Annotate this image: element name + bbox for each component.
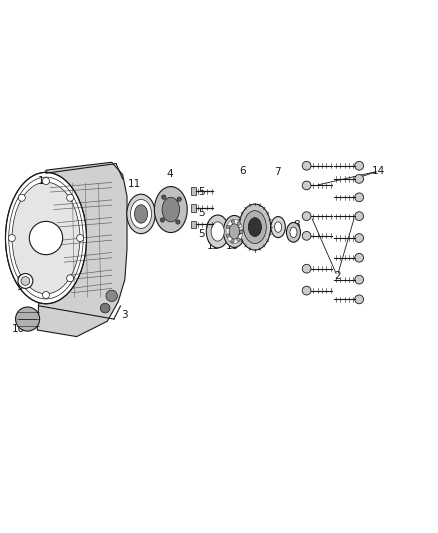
Circle shape bbox=[42, 177, 49, 184]
Text: 6: 6 bbox=[239, 166, 246, 176]
Text: 2: 2 bbox=[334, 271, 341, 281]
Circle shape bbox=[177, 197, 181, 201]
Circle shape bbox=[21, 277, 30, 285]
Text: 5: 5 bbox=[198, 208, 205, 218]
Text: 1: 1 bbox=[37, 176, 44, 186]
Circle shape bbox=[302, 264, 311, 273]
Circle shape bbox=[106, 290, 117, 302]
Ellipse shape bbox=[12, 182, 80, 294]
Ellipse shape bbox=[16, 307, 40, 331]
Ellipse shape bbox=[239, 204, 271, 250]
Circle shape bbox=[240, 230, 243, 233]
Circle shape bbox=[302, 231, 311, 240]
Ellipse shape bbox=[134, 205, 148, 223]
Text: 11: 11 bbox=[128, 179, 141, 189]
Circle shape bbox=[231, 220, 235, 223]
Circle shape bbox=[302, 181, 311, 190]
Text: 8: 8 bbox=[293, 220, 300, 230]
Text: 14: 14 bbox=[372, 166, 385, 176]
Text: 7: 7 bbox=[274, 167, 281, 177]
Ellipse shape bbox=[248, 217, 261, 237]
Circle shape bbox=[302, 161, 311, 170]
Ellipse shape bbox=[226, 220, 243, 244]
Circle shape bbox=[29, 221, 63, 255]
Circle shape bbox=[226, 225, 230, 229]
Circle shape bbox=[18, 275, 25, 282]
FancyBboxPatch shape bbox=[191, 187, 196, 195]
Circle shape bbox=[240, 230, 243, 234]
Ellipse shape bbox=[5, 172, 86, 304]
Circle shape bbox=[100, 303, 110, 313]
Ellipse shape bbox=[244, 211, 266, 244]
Ellipse shape bbox=[206, 215, 229, 248]
Circle shape bbox=[162, 195, 166, 199]
Circle shape bbox=[18, 194, 25, 201]
Circle shape bbox=[160, 218, 165, 222]
Ellipse shape bbox=[211, 222, 224, 241]
Circle shape bbox=[302, 286, 311, 295]
Text: 12: 12 bbox=[207, 241, 220, 251]
FancyBboxPatch shape bbox=[191, 204, 196, 212]
Circle shape bbox=[355, 275, 364, 284]
Circle shape bbox=[355, 212, 364, 221]
Circle shape bbox=[67, 275, 74, 282]
Ellipse shape bbox=[286, 222, 300, 242]
Circle shape bbox=[355, 253, 364, 262]
Circle shape bbox=[8, 235, 15, 241]
Ellipse shape bbox=[229, 224, 240, 239]
Circle shape bbox=[355, 295, 364, 304]
Circle shape bbox=[176, 220, 180, 224]
Circle shape bbox=[237, 222, 240, 225]
Text: 4: 4 bbox=[166, 168, 173, 179]
Circle shape bbox=[302, 212, 311, 221]
Circle shape bbox=[355, 233, 364, 243]
Ellipse shape bbox=[271, 216, 285, 238]
Text: 5: 5 bbox=[198, 187, 205, 197]
Circle shape bbox=[226, 234, 230, 237]
Text: 5: 5 bbox=[198, 229, 205, 239]
Circle shape bbox=[42, 292, 49, 298]
Circle shape bbox=[355, 193, 364, 201]
Text: 3: 3 bbox=[121, 310, 128, 320]
Circle shape bbox=[231, 239, 234, 243]
Circle shape bbox=[67, 194, 74, 201]
Circle shape bbox=[355, 174, 364, 183]
Ellipse shape bbox=[162, 197, 180, 222]
Polygon shape bbox=[37, 162, 127, 336]
Ellipse shape bbox=[154, 187, 187, 232]
Ellipse shape bbox=[127, 194, 155, 233]
FancyBboxPatch shape bbox=[191, 221, 196, 229]
Text: 10: 10 bbox=[12, 324, 25, 334]
Circle shape bbox=[18, 273, 33, 288]
Circle shape bbox=[77, 235, 84, 241]
Ellipse shape bbox=[223, 215, 245, 247]
Ellipse shape bbox=[131, 199, 152, 229]
Text: 13: 13 bbox=[226, 241, 239, 251]
Circle shape bbox=[355, 161, 364, 170]
Circle shape bbox=[237, 238, 240, 241]
Text: 9: 9 bbox=[16, 282, 23, 292]
Ellipse shape bbox=[275, 222, 282, 232]
Ellipse shape bbox=[290, 227, 297, 238]
